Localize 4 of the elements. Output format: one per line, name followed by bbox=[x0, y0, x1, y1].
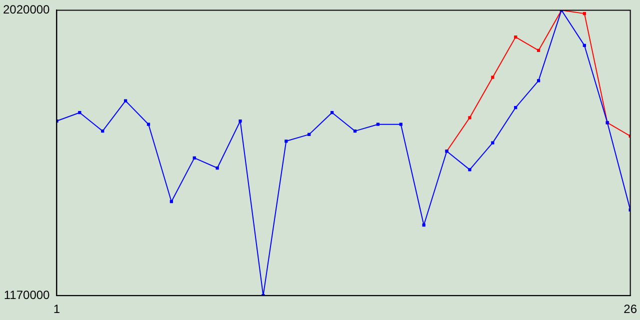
x-tick-label: 1 bbox=[53, 302, 60, 316]
x-tick-label: 26 bbox=[624, 302, 638, 316]
y-tick-label: 1170000 bbox=[4, 288, 50, 302]
y-tick-label: 2020000 bbox=[3, 2, 50, 17]
